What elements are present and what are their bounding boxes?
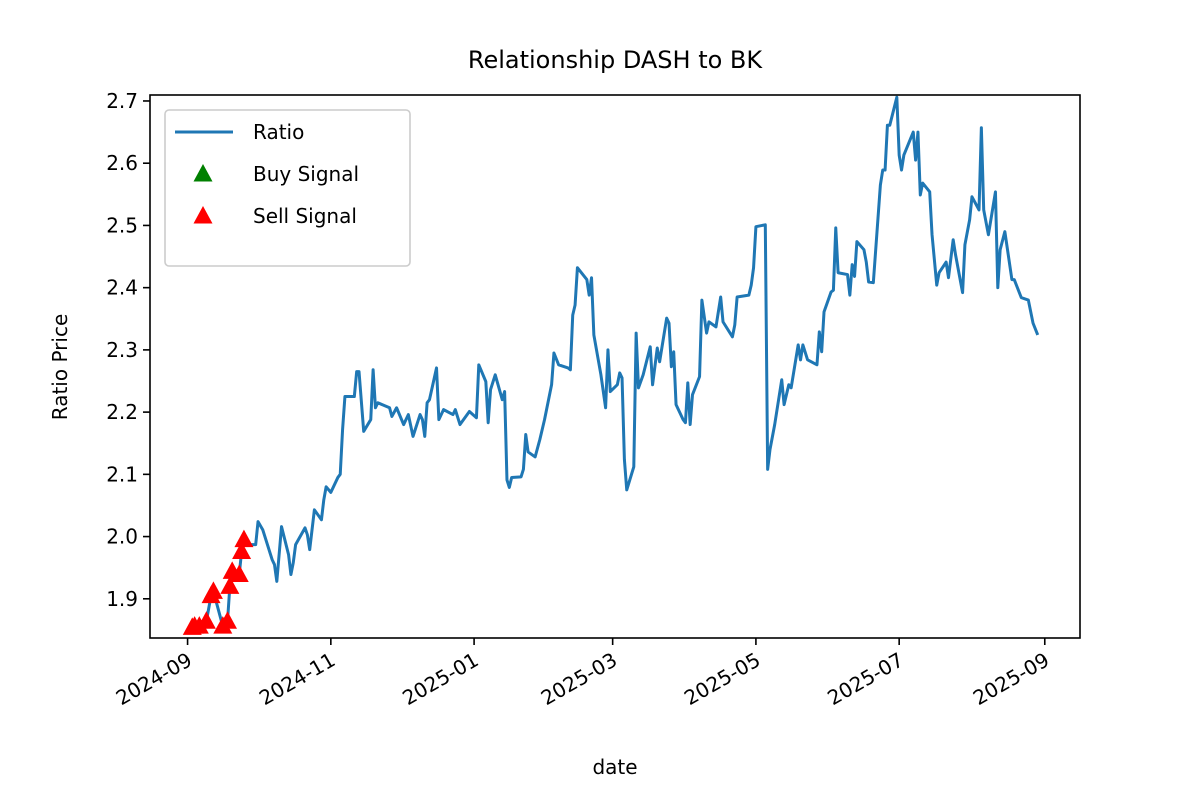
y-tick-label: 2.1 [106,462,138,486]
chart-title: Relationship DASH to BK [468,46,764,74]
signal-marker [196,611,216,629]
legend-label: Sell Signal [253,204,357,228]
signal-marker [218,611,237,629]
y-tick-label: 2.5 [106,213,138,237]
y-tick-label: 2.4 [106,276,138,300]
legend-label: Buy Signal [253,162,359,186]
signal-marker [203,581,223,599]
y-tick-label: 2.7 [106,89,138,113]
signal-marker [232,541,252,560]
x-axis-label: date [592,755,637,779]
legend: Ratio Buy Signal Sell Signal [164,109,411,267]
y-axis-label: Ratio Price [48,314,72,421]
axes-frame [149,94,1081,639]
legend-marker [193,164,213,182]
legend-label: Ratio [253,120,304,144]
y-tick-label: 2.3 [106,338,138,362]
signal-marker [220,576,240,594]
legend-frame [164,109,411,267]
y-tick-label: 2.0 [106,525,138,549]
y-tick-label: 2.6 [106,151,138,175]
plot-area [182,95,1040,635]
y-tick-label: 2.2 [106,400,138,424]
signal-marker [234,529,254,548]
y-tick-label: 1.9 [106,587,138,611]
legend-marker [193,206,213,224]
signal-marker [229,564,249,583]
ratio-line [191,95,1040,629]
